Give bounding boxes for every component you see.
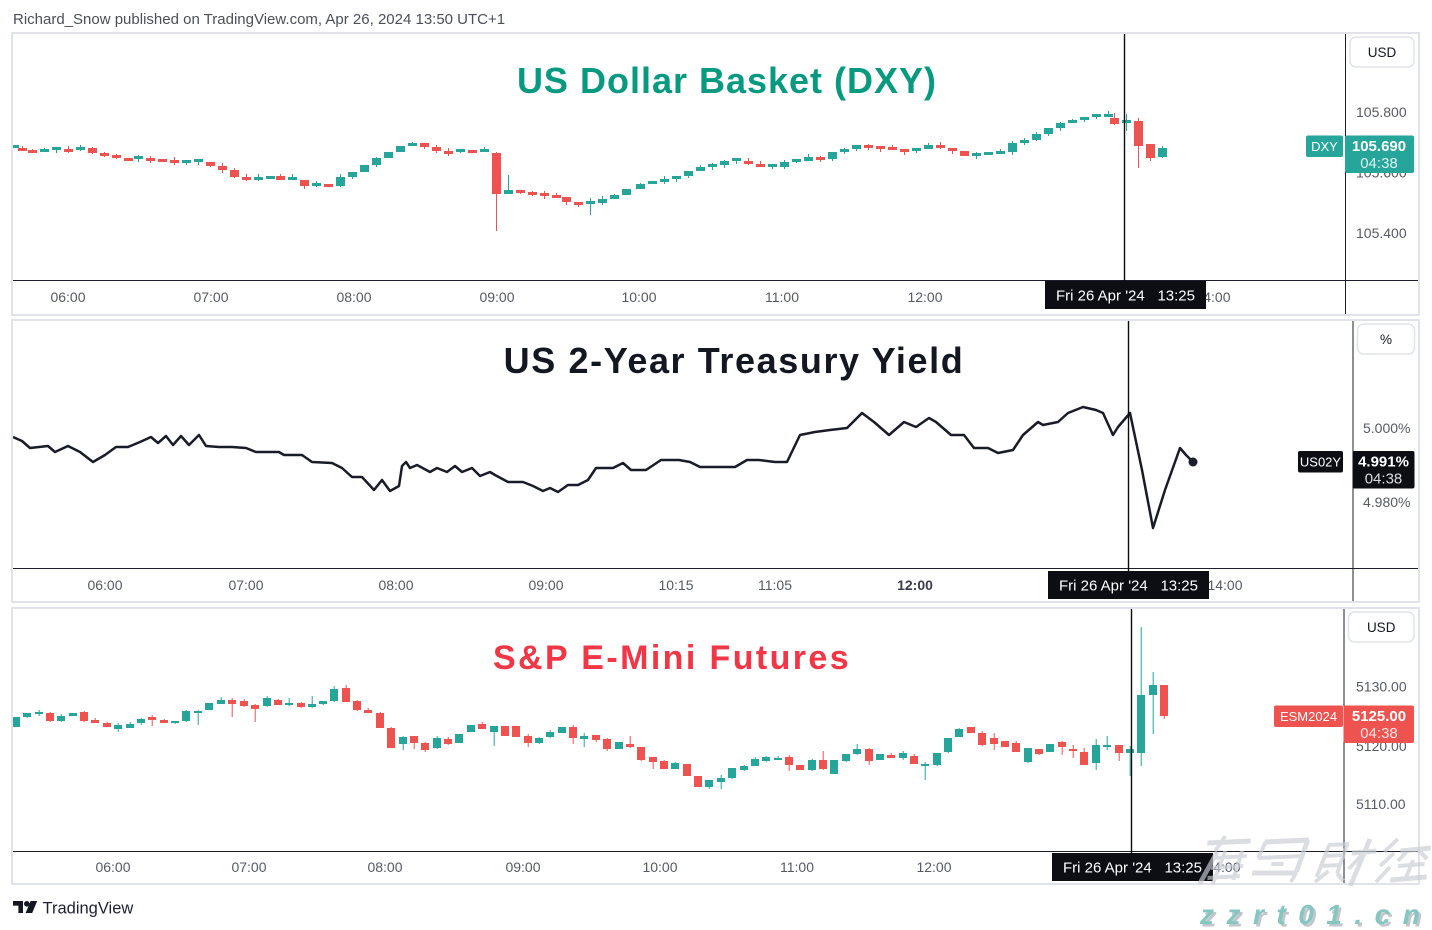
- svg-text:11:05: 11:05: [758, 577, 792, 593]
- svg-text:07:00: 07:00: [228, 577, 263, 593]
- svg-text:Fri 26 Apr '24: Fri 26 Apr '24: [1063, 860, 1152, 877]
- svg-text:USD: USD: [1368, 45, 1397, 60]
- svg-text:08:00: 08:00: [367, 859, 402, 875]
- svg-text:10:00: 10:00: [621, 289, 656, 305]
- svg-text:13:25: 13:25: [1160, 578, 1198, 595]
- svg-text:12:00: 12:00: [916, 859, 951, 875]
- svg-text:4.991%: 4.991%: [1358, 454, 1409, 471]
- svg-text:USD: USD: [1367, 620, 1396, 635]
- svg-text:09:00: 09:00: [479, 289, 514, 305]
- svg-text:13:25: 13:25: [1157, 288, 1195, 305]
- svg-text:13:25: 13:25: [1164, 860, 1202, 877]
- svg-text:10:00: 10:00: [642, 859, 677, 875]
- svg-text:06:00: 06:00: [87, 577, 122, 593]
- svg-text:5130.00: 5130.00: [1356, 679, 1407, 695]
- svg-text:ESM2024: ESM2024: [1280, 709, 1337, 724]
- svg-text:09:00: 09:00: [505, 859, 540, 875]
- svg-text:04:38: 04:38: [1360, 155, 1398, 172]
- svg-text:06:00: 06:00: [95, 859, 130, 875]
- svg-text:%: %: [1380, 332, 1392, 347]
- svg-text:US Dollar Basket (DXY): US Dollar Basket (DXY): [517, 60, 937, 101]
- svg-text:07:00: 07:00: [193, 289, 228, 305]
- svg-text:10:15: 10:15: [658, 577, 693, 593]
- svg-text:Richard_Snow published on Trad: Richard_Snow published on TradingView.co…: [13, 11, 505, 28]
- svg-text:DXY: DXY: [1311, 139, 1338, 154]
- svg-text:06:00: 06:00: [50, 289, 85, 305]
- svg-text:12:00: 12:00: [907, 289, 942, 305]
- svg-text:12:00: 12:00: [897, 577, 933, 593]
- svg-text:4.980%: 4.980%: [1363, 494, 1410, 510]
- svg-text:04:38: 04:38: [1360, 725, 1398, 742]
- svg-text:105.400: 105.400: [1356, 225, 1407, 241]
- svg-text:09:00: 09:00: [528, 577, 563, 593]
- svg-text:5.000%: 5.000%: [1363, 420, 1410, 436]
- svg-text:08:00: 08:00: [378, 577, 413, 593]
- svg-text:11:00: 11:00: [765, 289, 799, 305]
- svg-text:Fri 26 Apr '24: Fri 26 Apr '24: [1059, 578, 1148, 595]
- svg-text:5125.00: 5125.00: [1352, 708, 1406, 725]
- svg-text:14:00: 14:00: [1207, 577, 1242, 593]
- svg-text:S&P E-Mini Futures: S&P E-Mini Futures: [493, 639, 851, 677]
- svg-text:zzrt01.cn: zzrt01.cn: [1202, 902, 1432, 930]
- svg-text:11:00: 11:00: [780, 859, 814, 875]
- svg-text:5110.00: 5110.00: [1356, 796, 1406, 812]
- svg-text:105.690: 105.690: [1352, 138, 1406, 155]
- svg-text:04:38: 04:38: [1365, 471, 1403, 488]
- svg-text:105.800: 105.800: [1356, 104, 1407, 120]
- svg-text:zzrt01.cn: zzrt01.cn: [1199, 899, 1432, 930]
- svg-text:07:00: 07:00: [231, 859, 266, 875]
- svg-text:Fri 26 Apr '24: Fri 26 Apr '24: [1056, 288, 1145, 305]
- svg-text:08:00: 08:00: [336, 289, 371, 305]
- svg-text:TradingView: TradingView: [43, 900, 134, 918]
- svg-text:US02Y: US02Y: [1300, 455, 1342, 470]
- svg-text:US 2-Year Treasury Yield: US 2-Year Treasury Yield: [504, 340, 965, 381]
